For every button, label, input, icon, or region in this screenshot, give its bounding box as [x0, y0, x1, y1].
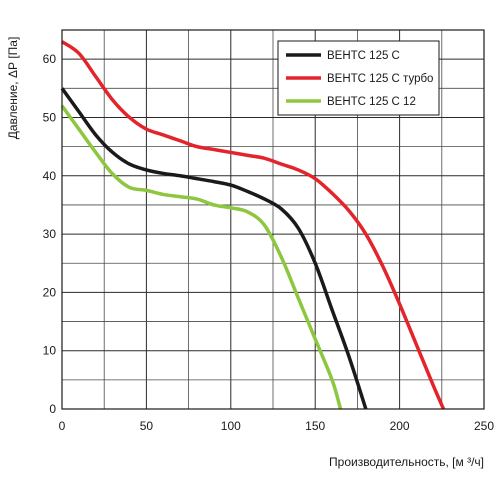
x-tick-label: 250: [474, 419, 494, 433]
y-tick-label: 20: [43, 285, 57, 299]
plot-frame: [61, 29, 485, 410]
series-line-1: [61, 40, 446, 410]
legend: ВЕНТС 125 С ВЕНТС 125 С турбо ВЕНТС 125 …: [277, 40, 440, 116]
y-tick-label: 10: [43, 344, 57, 358]
x-tick-label: 100: [221, 419, 241, 433]
y-tick-label: 50: [43, 110, 57, 124]
series-lines: [60, 40, 446, 410]
y-tick-label: 40: [43, 169, 57, 183]
legend-label-ventz-125-c-turbo: ВЕНТС 125 С турбо: [327, 73, 433, 85]
x-axis-label: Производительность, [м ³/ч]: [329, 455, 484, 469]
series-line-2: [60, 104, 343, 410]
legend-label-ventz-125-c-12: ВЕНТС 125 С 12: [327, 96, 416, 108]
y-tick-label: 60: [43, 52, 57, 66]
series-line-0: [60, 87, 368, 410]
legend-label-ventz-125-c: ВЕНТС 125 С: [327, 50, 400, 62]
tick-labels: 0 50 100 150 200 250 0 10 20 30 40 50 60: [43, 52, 495, 433]
y-axis-label: Давление, ΔР [Па]: [6, 37, 20, 140]
x-tick-label: 0: [59, 419, 66, 433]
y-tick-label: 30: [43, 227, 57, 241]
x-tick-label: 200: [390, 419, 410, 433]
x-tick-label: 50: [140, 419, 154, 433]
y-tick-label: 0: [49, 402, 56, 416]
x-tick-label: 150: [305, 419, 325, 433]
